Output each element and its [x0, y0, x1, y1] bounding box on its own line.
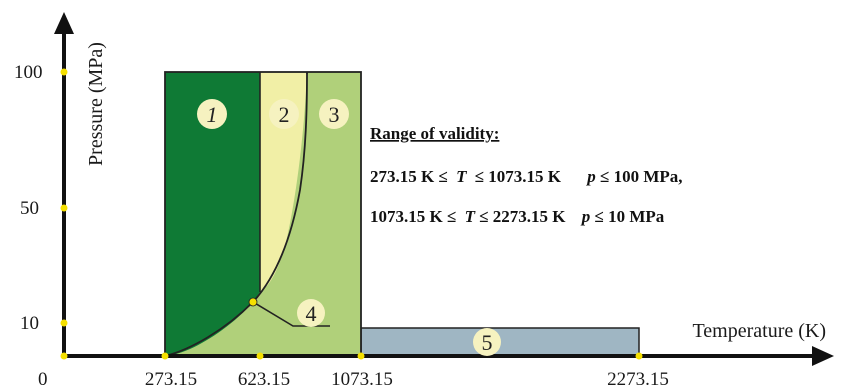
region-4-leader — [252, 301, 330, 327]
y-tick-label-50: 50 — [20, 198, 39, 219]
y-tick-label-0: 0 — [38, 369, 48, 388]
y-tick-label-10: 10 — [20, 313, 39, 334]
region-3-label-text: 3 — [329, 102, 340, 127]
x-tick-label-273: 273.15 — [145, 369, 197, 388]
region-4-label: 4 — [297, 299, 325, 327]
y-axis-arrow — [54, 12, 74, 34]
y-tick-dot-50 — [60, 204, 68, 212]
x-axis-title: Temperature (K) — [692, 320, 826, 342]
region-5-label: 5 — [473, 328, 501, 356]
region-1-area — [165, 72, 260, 356]
x-tick-label-2273: 2273.15 — [607, 369, 669, 388]
region-2-area — [260, 72, 307, 292]
x-tick-dot-623 — [256, 352, 264, 360]
region-1-label-text: 1 — [207, 102, 218, 127]
validity-line-1-mid: ≤ 1073.15 K — [475, 167, 562, 186]
region-1-label: 1 — [197, 99, 227, 129]
validity-line-1-T: T — [456, 167, 467, 186]
y-tick-dot-10 — [60, 319, 68, 327]
x-tick-label-1073: 1073.15 — [331, 369, 393, 388]
region-4-label-text: 4 — [306, 301, 317, 326]
validity-line-2-mid: ≤ 2273.15 K — [479, 207, 566, 226]
region-3-label: 3 — [319, 99, 349, 129]
validity-line-1: 273.15 K ≤ T ≤ 1073.15 K p ≤ 100 MPa, — [370, 167, 683, 186]
x-tick-dot-1073 — [357, 352, 365, 360]
x-tick-dot-273 — [161, 352, 169, 360]
y-axis-title: Pressure (MPa) — [85, 42, 107, 166]
validity-line-2-left: 1073.15 K ≤ — [370, 207, 456, 226]
x-tick-label-623: 623.15 — [238, 369, 290, 388]
validity-line-1-left: 273.15 K ≤ — [370, 167, 448, 186]
critical-point-dot — [248, 297, 258, 307]
validity-line-2-T: T — [465, 207, 476, 226]
region-5-label-text: 5 — [482, 330, 493, 355]
validity-title: Range of validity: — [370, 124, 499, 143]
boundary-saturation-curve — [164, 71, 308, 357]
x-axis-arrow — [812, 346, 834, 366]
y-tick-dot-100 — [60, 68, 68, 76]
region-2-label-text: 2 — [279, 102, 290, 127]
validity-line-1-p: p — [585, 167, 596, 186]
validity-line-2-right: ≤ 10 MPa — [595, 207, 665, 226]
validity-line-2: 1073.15 K ≤ T ≤ 2273.15 K p ≤ 10 MPa — [370, 207, 665, 226]
y-tick-label-100: 100 — [14, 62, 43, 83]
validity-line-2-p: p — [580, 207, 591, 226]
origin-dot — [60, 352, 68, 360]
x-tick-dot-2273 — [635, 352, 643, 360]
region-2-label: 2 — [269, 99, 299, 129]
validity-line-1-right: ≤ 100 MPa, — [600, 167, 683, 186]
